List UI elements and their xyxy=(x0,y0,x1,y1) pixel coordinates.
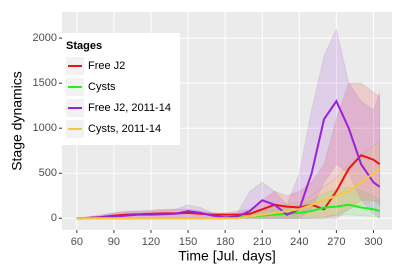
series-line xyxy=(76,167,381,220)
legend-label: Cysts, 2011-14 xyxy=(88,123,161,135)
x-tick-label: 180 xyxy=(216,236,234,248)
x-tick-label: 120 xyxy=(142,236,160,248)
legend: Stages Free J2 Cysts Free J2, 2011-14 Cysts… xyxy=(62,33,180,145)
x-tick-label: 270 xyxy=(327,236,345,248)
x-axis-label: Time [Jul. days] xyxy=(178,248,276,264)
x-tick-label: 300 xyxy=(364,236,382,248)
y-tick-label: 0 xyxy=(51,212,57,224)
y-tick-label: 2000 xyxy=(33,32,57,44)
y-tick-label: 1000 xyxy=(33,122,57,134)
x-tick-label: 150 xyxy=(179,236,197,248)
legend-title: Stages xyxy=(66,40,102,52)
y-tick-label: 500 xyxy=(39,167,57,179)
y-axis-label: Stage dynamics xyxy=(9,71,25,171)
x-tick-label: 240 xyxy=(290,236,308,248)
legend-label: Cysts xyxy=(88,81,116,93)
legend-label: Free J2 xyxy=(88,60,125,72)
x-tick-label: 210 xyxy=(253,236,271,248)
y-tick-label: 1500 xyxy=(33,77,57,89)
series-line xyxy=(76,99,381,220)
legend-label: Free J2, 2011-14 xyxy=(88,102,171,114)
x-tick-label: 90 xyxy=(108,236,120,248)
x-tick-label: 60 xyxy=(71,236,83,248)
